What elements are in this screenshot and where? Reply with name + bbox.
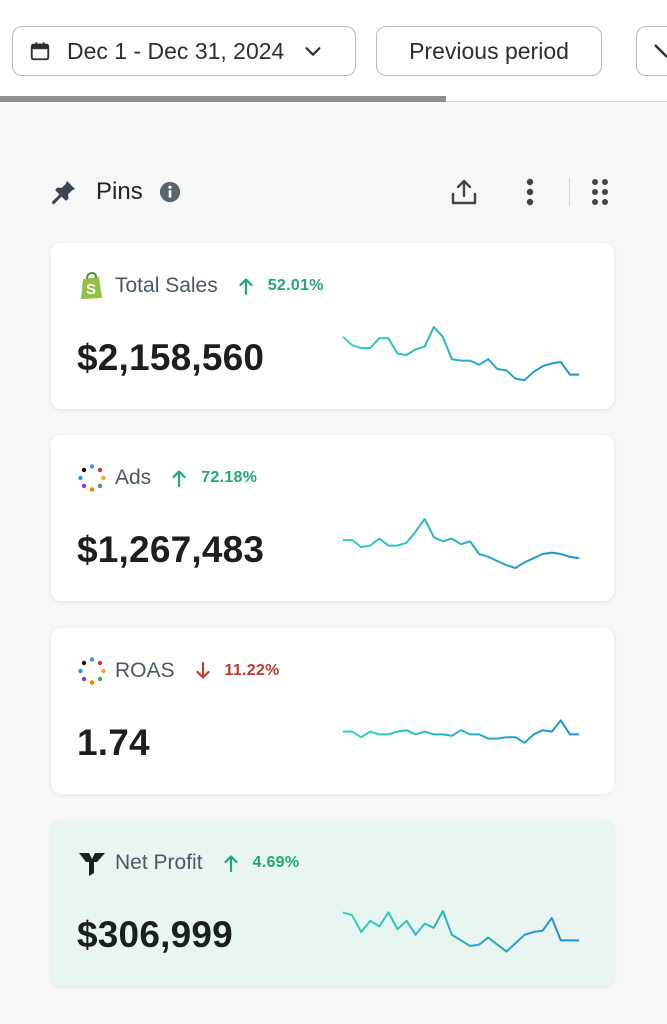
card-value: $1,267,483 — [77, 529, 265, 570]
top-toolbar: Dec 1 - Dec 31, 2024 Previous period — [0, 0, 667, 102]
card-delta: 72.18% — [201, 469, 258, 486]
toolbar-overflow-icon — [654, 44, 667, 58]
card-header: S Total Sales 52.01% — [77, 271, 324, 301]
metric-card-ads[interactable]: Ads 72.18% $1,267,483 — [51, 435, 614, 601]
ads-dots-icon — [78, 464, 106, 492]
card-value: $306,999 — [77, 914, 233, 955]
card-title: Net Profit — [115, 851, 203, 874]
compare-period-label: Previous period — [409, 37, 569, 64]
card-delta: 11.22% — [224, 662, 280, 679]
card-delta: 52.01% — [267, 277, 324, 294]
card-value: 1.74 — [77, 722, 150, 763]
sparkline-series — [343, 518, 580, 569]
arrow-down-icon — [195, 662, 210, 679]
date-range-label: Dec 1 - Dec 31, 2024 — [67, 37, 285, 64]
info-icon[interactable] — [159, 181, 181, 203]
metric-card-roas[interactable]: ROAS 11.22% 1.74 — [51, 628, 614, 794]
card-value: $2,158,560 — [77, 337, 265, 378]
card-title: Total Sales — [115, 274, 218, 297]
sparkline — [342, 326, 579, 382]
share-icon[interactable] — [449, 177, 479, 207]
arrow-up-icon — [239, 278, 253, 295]
pin-icon — [51, 180, 76, 205]
sparkline-series — [342, 326, 579, 382]
card-title: ROAS — [115, 659, 175, 682]
sparkline-series — [342, 910, 579, 953]
card-title: Ads — [115, 466, 152, 489]
compare-period-button[interactable]: Previous period — [376, 26, 602, 76]
metric-card-net-profit[interactable]: Net Profit 4.69% $306,999 — [51, 820, 614, 986]
metric-card-total-sales[interactable]: S Total Sales 52.01% $2,158,560 — [51, 243, 614, 409]
pins-section-header: Pins — [50, 172, 616, 212]
sparkline-series — [343, 719, 579, 744]
overflow-toolbar-button[interactable] — [636, 26, 667, 76]
arrow-up-icon — [172, 470, 186, 487]
card-header: Net Profit 4.69% — [77, 848, 299, 878]
loading-progress-bar — [0, 96, 446, 102]
svg-text:S: S — [86, 281, 96, 298]
sparkline — [343, 719, 579, 744]
card-delta: 4.69% — [252, 854, 300, 871]
pins-actions — [449, 172, 616, 212]
kebab-menu-icon[interactable] — [525, 177, 535, 207]
sparkline — [343, 518, 580, 569]
calendar-icon — [30, 42, 50, 61]
roas-dots-icon — [78, 657, 106, 685]
arrow-up-icon — [223, 855, 238, 872]
drag-grip-icon[interactable] — [590, 177, 610, 207]
pins-title: Pins — [96, 178, 143, 205]
card-header: ROAS 11.22% — [77, 656, 280, 686]
chevron-down-icon — [305, 47, 321, 56]
card-header: Ads 72.18% — [77, 463, 257, 493]
sparkline — [342, 910, 579, 953]
actions-divider — [569, 178, 570, 206]
shopify-icon: S — [81, 271, 102, 299]
date-range-button[interactable]: Dec 1 - Dec 31, 2024 — [12, 26, 356, 76]
triple-whale-icon — [79, 853, 105, 876]
